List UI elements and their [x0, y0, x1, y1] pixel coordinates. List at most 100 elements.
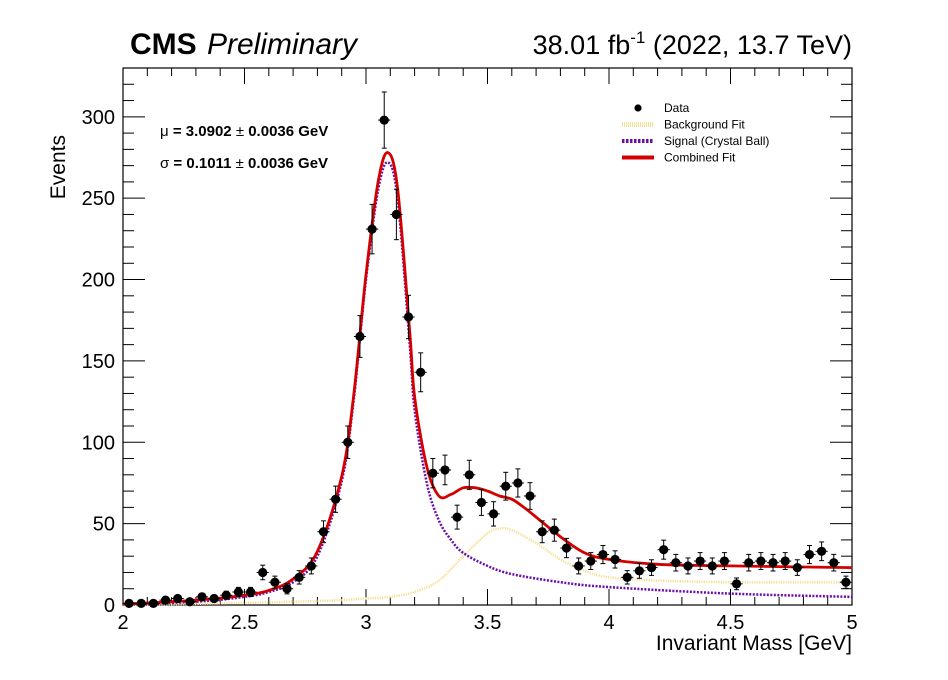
- data-point: [305, 557, 318, 575]
- data-point: [523, 482, 537, 510]
- data-point: [572, 557, 585, 575]
- data-point-marker: [318, 527, 329, 537]
- data-point-marker: [270, 577, 280, 587]
- data-point: [475, 489, 488, 516]
- data-point-marker: [258, 567, 268, 578]
- data-point: [730, 577, 743, 591]
- data-point-marker: [513, 478, 523, 488]
- x-tick-label: 3: [360, 612, 371, 634]
- legend-label: Data: [664, 101, 690, 115]
- data-point-marker: [488, 509, 499, 519]
- data-point: [791, 559, 804, 576]
- data-point: [560, 537, 573, 559]
- data-point: [827, 553, 840, 572]
- data-point: [366, 203, 379, 255]
- data-point: [317, 520, 330, 544]
- mu-annotation: μ = 3.0902 ± 0.0036 GeV: [160, 123, 328, 140]
- data-point-marker: [464, 470, 474, 480]
- x-tick-label: 2: [117, 612, 128, 634]
- data-point-marker: [537, 527, 547, 537]
- data-point-marker: [379, 115, 389, 125]
- data-point: [390, 188, 403, 241]
- data-point-marker: [646, 562, 657, 573]
- data-point: [681, 557, 695, 575]
- data-point: [596, 544, 609, 565]
- data-point-marker: [695, 556, 705, 566]
- signal-fit-curve: [122, 161, 853, 606]
- data-point-marker: [391, 209, 401, 220]
- data-point-marker: [343, 437, 353, 447]
- data-point-marker: [416, 367, 426, 377]
- data-point: [839, 575, 852, 589]
- y-tick-label: 150: [82, 351, 115, 373]
- data-point: [815, 541, 828, 562]
- lumi-exponent: -1: [630, 28, 645, 47]
- fit-curves: [122, 151, 853, 607]
- data-point-marker: [561, 543, 572, 553]
- data-point: [171, 593, 184, 604]
- data-point-marker: [707, 561, 717, 571]
- y-tick-label: 50: [93, 514, 115, 536]
- data-point: [718, 552, 731, 571]
- data-point-marker: [221, 590, 231, 600]
- background-fit-curve: [122, 526, 852, 607]
- x-tick-label: 4.5: [717, 612, 745, 634]
- data-point: [329, 485, 342, 513]
- data-point: [414, 352, 427, 393]
- data-point: [511, 468, 524, 498]
- data-point: [402, 294, 415, 340]
- data-point-marker: [586, 556, 596, 566]
- data-point-marker: [671, 558, 681, 568]
- data-point-marker: [829, 558, 839, 568]
- data-point: [256, 564, 269, 581]
- sigma-error: 0.0036 GeV: [244, 155, 328, 172]
- sigma-annotation: σ = 0.1011 ± 0.0036 GeV: [160, 155, 328, 172]
- data-point-marker: [817, 546, 827, 556]
- data-point: [280, 583, 294, 595]
- data-point-marker: [841, 577, 851, 587]
- data-point-marker: [331, 494, 341, 504]
- data-point: [584, 552, 597, 571]
- data-point-marker: [683, 561, 693, 571]
- data-point-marker: [136, 598, 146, 608]
- data-point-marker: [197, 592, 207, 602]
- y-axis-title: Events: [47, 135, 70, 199]
- y-tick-label: 0: [104, 595, 115, 617]
- y-tick-label: 200: [82, 270, 115, 292]
- data-point: [499, 471, 512, 501]
- data-point: [451, 504, 464, 530]
- data-point-marker: [428, 468, 438, 478]
- lumi-label: 38.01 fb-1 (2022, 13.7 TeV): [533, 28, 852, 60]
- data-point: [548, 518, 561, 542]
- data-point-marker: [355, 331, 365, 342]
- data-point-marker: [574, 561, 584, 571]
- mu-pm: ±: [236, 123, 244, 140]
- y-tick-label: 100: [82, 432, 115, 454]
- sigma-value: = 0.1011: [169, 155, 235, 172]
- x-tick-label: 2.5: [231, 612, 259, 634]
- data-point: [341, 425, 354, 460]
- data-point-marker: [294, 572, 304, 582]
- legend-label: Combined Fit: [664, 151, 736, 165]
- data-point: [645, 559, 658, 576]
- data-point-marker: [282, 584, 292, 594]
- legend-label: Background Fit: [664, 118, 745, 132]
- x-tick-label: 5: [846, 612, 857, 634]
- data-point: [694, 552, 707, 571]
- data-point-marker: [476, 497, 487, 508]
- data-point-marker: [634, 566, 644, 576]
- data-point: [268, 575, 281, 589]
- data-point-marker: [233, 587, 244, 597]
- y-tick-label: 250: [82, 188, 115, 210]
- lumi-tail: (2022, 13.7 TeV): [645, 30, 852, 60]
- data-point: [669, 553, 682, 572]
- data-point-marker: [719, 556, 730, 566]
- data-point-marker: [501, 481, 511, 491]
- data-point: [426, 458, 439, 489]
- data-point: [766, 553, 780, 572]
- data-point: [232, 586, 245, 598]
- data-points: [123, 91, 852, 608]
